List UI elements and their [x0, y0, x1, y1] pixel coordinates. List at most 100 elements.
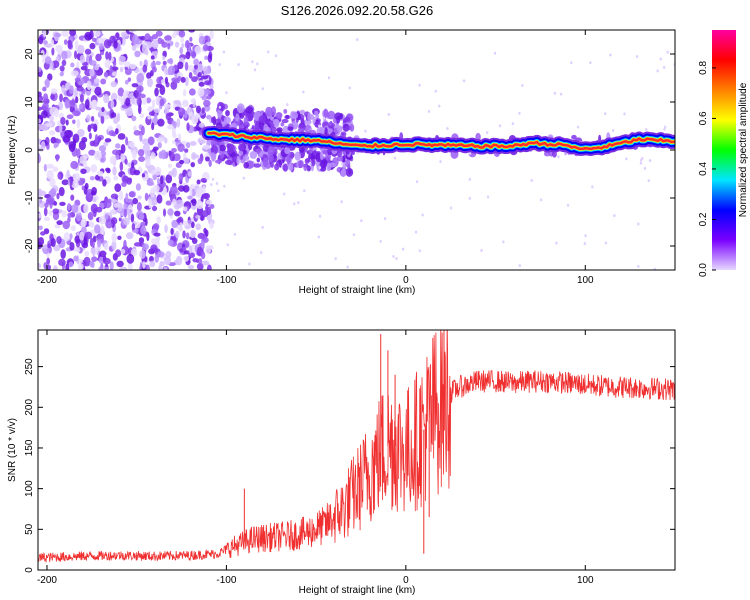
- spectrogram-speckle: [47, 264, 51, 270]
- spectrogram-speckle: [151, 205, 158, 212]
- spectrogram-speckle: [162, 208, 167, 217]
- snr-y-tick-label: 50: [24, 523, 35, 535]
- spectrogram-speckle: [74, 40, 79, 51]
- spectrogram-speckle: [55, 154, 59, 162]
- spectrogram-speckle: [91, 85, 95, 92]
- spectrogram-faint-speckle: [392, 254, 395, 258]
- spectrogram-speckle: [90, 115, 95, 122]
- spectrogram-speckle: [90, 247, 98, 256]
- spectrogram-speckle: [258, 115, 267, 123]
- spectrogram-speckle: [168, 66, 172, 76]
- spectrogram-speckle: [66, 169, 70, 178]
- spectrogram-speckle: [58, 186, 65, 197]
- spectrogram-speckle: [104, 138, 112, 143]
- spectrogram-speckle: [195, 258, 199, 263]
- spectrogram-speckle: [299, 109, 306, 115]
- spectrogram-speckle: [209, 221, 214, 230]
- spectrogram-speckle: [159, 85, 166, 96]
- spectrogram-speckle: [146, 72, 152, 79]
- spectrogram-speckle: [202, 144, 211, 150]
- spectrogram-speckle: [92, 37, 97, 42]
- snr-x-tick-label: -100: [216, 575, 236, 586]
- snr-y-tick-label: 100: [24, 480, 35, 497]
- spectrogram-speckle: [102, 179, 107, 187]
- spectrogram-speckle: [178, 30, 186, 38]
- spectrogram-speckle: [174, 41, 180, 48]
- spectrogram-speckle: [179, 222, 183, 231]
- spectrogram-speckle: [74, 77, 81, 83]
- spectrogram-speckle: [200, 177, 207, 183]
- snr-y-tick-label: 0: [24, 567, 35, 573]
- spectrogram-x-tick-label: 0: [403, 275, 409, 286]
- spectrogram-speckle: [105, 51, 109, 60]
- spectrogram-speckle: [112, 166, 117, 176]
- spectrogram-speckle: [116, 112, 121, 122]
- spectrogram-speckle: [255, 148, 261, 154]
- spectrogram-speckle: [119, 266, 128, 270]
- spectrogram-faint-speckle: [387, 113, 390, 117]
- spectrogram-faint-speckle: [635, 55, 639, 59]
- spectrogram-speckle: [163, 103, 171, 109]
- spectrogram-speckle: [86, 80, 92, 91]
- spectrogram-speckle: [209, 84, 214, 90]
- spectrogram-speckle: [188, 112, 193, 117]
- spectrogram-speckle: [314, 110, 319, 116]
- spectrogram-speckle: [121, 248, 126, 254]
- spectrogram-speckle: [130, 213, 135, 223]
- spectrogram-speckle: [179, 47, 183, 55]
- spectrogram-speckle: [166, 235, 171, 240]
- spectrogram-faint-speckle: [346, 265, 349, 269]
- spectrogram-speckle: [196, 179, 201, 185]
- spectrogram-marks: [38, 30, 675, 270]
- spectrogram-speckle: [267, 145, 275, 156]
- spectrogram-speckle: [190, 230, 196, 238]
- spectrogram-speckle: [175, 255, 183, 266]
- spectrogram-speckle: [88, 149, 96, 156]
- spectrogram-speckle: [110, 112, 117, 118]
- spectrogram-faint-speckle: [233, 232, 237, 236]
- spectrogram-plot-area: [38, 30, 675, 270]
- spectrogram-speckle: [68, 261, 74, 268]
- spectrogram-speckle: [54, 108, 59, 118]
- spectrogram-speckle: [108, 51, 112, 61]
- spectrogram-speckle: [154, 166, 162, 176]
- spectrogram-speckle: [76, 148, 81, 159]
- spectrogram-speckle: [43, 163, 48, 172]
- spectrogram-speckle: [114, 183, 122, 192]
- spectrogram-faint-speckle: [360, 219, 363, 223]
- spectrogram-speckle: [114, 249, 122, 257]
- spectrogram-speckle: [167, 208, 174, 216]
- spectrogram-speckle: [187, 264, 195, 270]
- spectrogram-speckle: [138, 237, 145, 244]
- spectrogram-speckle: [66, 114, 74, 120]
- spectrogram-faint-speckle: [393, 156, 397, 160]
- snr-y-tick-label: 150: [24, 439, 35, 456]
- spectrogram-speckle: [123, 217, 130, 226]
- spectrogram-speckle: [223, 116, 232, 124]
- spectrogram-x-label: Height of straight line (km): [299, 285, 416, 296]
- spectrogram-speckle: [44, 78, 50, 89]
- spectrogram-speckle: [182, 230, 186, 239]
- spectrogram-speckle: [175, 199, 184, 208]
- spectrogram-speckle: [196, 262, 204, 270]
- spectrogram-speckle: [60, 249, 66, 260]
- spectrogram-speckle: [49, 130, 56, 136]
- spectrogram-faint-speckle: [308, 161, 312, 165]
- spectrogram-speckle: [81, 136, 88, 143]
- spectrogram-faint-speckle: [434, 89, 437, 93]
- spectrogram-speckle: [38, 262, 41, 269]
- spectrogram-speckle: [133, 169, 141, 176]
- spectrogram-speckle: [177, 143, 185, 153]
- spectrogram-speckle: [50, 238, 56, 247]
- spectrogram-speckle: [203, 227, 207, 234]
- spectrogram-speckle: [283, 108, 288, 114]
- spectrogram-faint-speckle: [583, 242, 586, 246]
- spectrogram-speckle: [113, 40, 118, 49]
- snr-plot-area: [38, 330, 675, 563]
- spectrogram-speckle: [54, 32, 62, 38]
- spectrogram-speckle: [203, 192, 211, 200]
- spectrogram-speckle: [190, 98, 195, 104]
- spectrogram-faint-speckle: [468, 177, 472, 181]
- spectrogram-faint-speckle: [653, 267, 657, 270]
- spectrogram-faint-speckle: [591, 185, 594, 189]
